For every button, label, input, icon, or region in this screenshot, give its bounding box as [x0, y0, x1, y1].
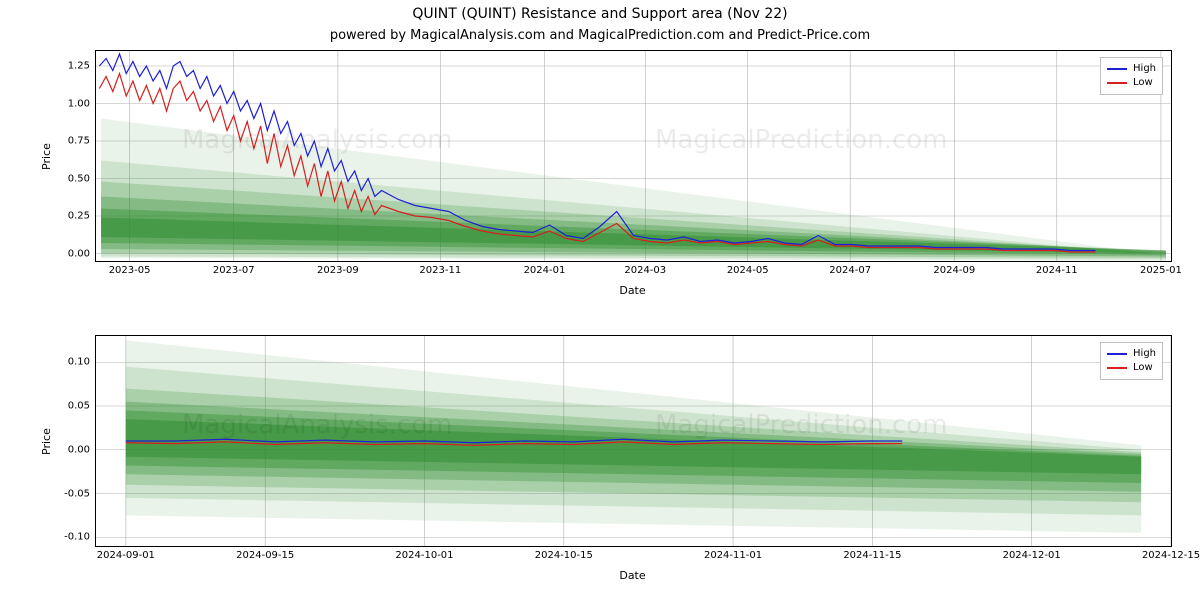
y-tick-label: 0.25 [68, 211, 96, 222]
y-tick-label: 0.05 [68, 401, 96, 412]
legend-swatch [1107, 367, 1127, 369]
x-tick-label: 2024-09 [933, 261, 975, 276]
legend-label: Low [1133, 76, 1153, 90]
x-tick-label: 2024-07 [829, 261, 871, 276]
x-tick-label: 2024-01 [524, 261, 566, 276]
x-tick-label: 2024-11-15 [843, 546, 901, 561]
x-tick-label: 2023-07 [213, 261, 255, 276]
x-tick-label: 2024-11-01 [704, 546, 762, 561]
y-tick-label: 0.50 [68, 173, 96, 184]
legend-item: High [1107, 347, 1156, 361]
legend-item: Low [1107, 361, 1156, 375]
chart-title: QUINT (QUINT) Resistance and Support are… [0, 6, 1200, 22]
y-axis-label: Price [40, 428, 53, 455]
y-tick-label: 0.75 [68, 136, 96, 147]
legend-swatch [1107, 82, 1127, 84]
y-tick-label: 0.00 [68, 444, 96, 455]
chart-subtitle: powered by MagicalAnalysis.com and Magic… [0, 28, 1200, 43]
legend-label: High [1133, 347, 1156, 361]
top-chart-svg [96, 51, 1171, 261]
bottom-chart-svg [96, 336, 1171, 546]
x-axis-label: Date [95, 569, 1170, 582]
figure: { "title": "QUINT (QUINT) Resistance and… [0, 0, 1200, 600]
legend-item: Low [1107, 76, 1156, 90]
legend: HighLow [1100, 342, 1163, 380]
x-tick-label: 2024-09-15 [236, 546, 294, 561]
x-tick-label: 2023-05 [109, 261, 151, 276]
bottom-chart-panel: MagicalAnalysis.com MagicalPrediction.co… [95, 335, 1172, 547]
x-tick-label: 2024-12-15 [1142, 546, 1200, 561]
y-tick-label: 1.00 [68, 98, 96, 109]
legend-label: Low [1133, 361, 1153, 375]
x-tick-label: 2024-05 [727, 261, 769, 276]
legend-label: High [1133, 62, 1156, 76]
x-tick-label: 2024-03 [624, 261, 666, 276]
x-tick-label: 2023-11 [419, 261, 461, 276]
x-tick-label: 2023-09 [317, 261, 359, 276]
y-tick-label: 0.10 [68, 357, 96, 368]
legend-item: High [1107, 62, 1156, 76]
y-tick-label: 0.00 [68, 248, 96, 259]
x-tick-label: 2024-11 [1036, 261, 1078, 276]
x-tick-label: 2025-01 [1140, 261, 1182, 276]
x-tick-label: 2024-12-01 [1003, 546, 1061, 561]
y-tick-label: -0.10 [64, 532, 96, 543]
x-tick-label: 2024-09-01 [97, 546, 155, 561]
top-chart-panel: MagicalAnalysis.com MagicalPrediction.co… [95, 50, 1172, 262]
x-tick-label: 2024-10-15 [535, 546, 593, 561]
y-tick-label: 1.25 [68, 61, 96, 72]
y-tick-label: -0.05 [64, 488, 96, 499]
x-tick-label: 2024-10-01 [395, 546, 453, 561]
legend: HighLow [1100, 57, 1163, 95]
y-axis-label: Price [40, 143, 53, 170]
x-axis-label: Date [95, 284, 1170, 297]
legend-swatch [1107, 353, 1127, 355]
legend-swatch [1107, 68, 1127, 70]
